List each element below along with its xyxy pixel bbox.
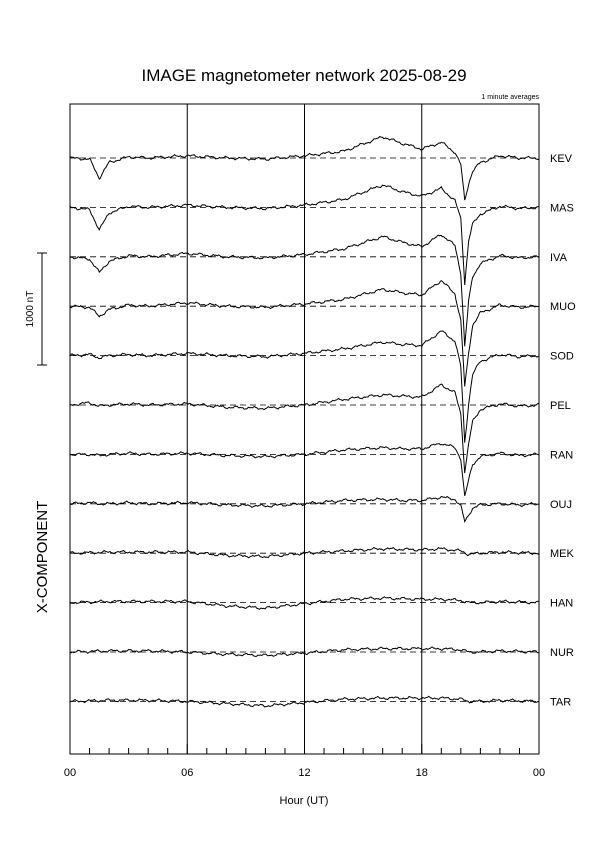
trace-ran [69, 443, 540, 496]
station-label-tar: TAR [550, 696, 571, 708]
component-label: X-COMPONENT [34, 501, 51, 614]
x-tick-label: 00 [533, 767, 545, 779]
station-label-ran: RAN [550, 449, 573, 461]
x-tick-label: 00 [64, 767, 76, 779]
scale-bar [37, 252, 47, 366]
vertical-grid [186, 104, 423, 754]
station-label-iva: IVA [550, 252, 568, 264]
station-labels: KEV MAS IVA MUO SOD PEL RAN OUJ MEK HAN NUR TAR [550, 153, 576, 708]
station-label-kev: KEV [550, 153, 573, 165]
trace-pel [69, 383, 540, 474]
scale-label: 1000 nT [25, 291, 36, 328]
trace-tar [69, 695, 540, 708]
station-label-pel: PEL [550, 400, 571, 412]
trace-mas [69, 184, 540, 286]
trace-sod [69, 330, 540, 443]
station-label-sod: SOD [550, 351, 574, 363]
station-label-mas: MAS [550, 202, 574, 214]
trace-kev [69, 135, 540, 201]
trace-nur [70, 646, 540, 658]
station-traces [69, 135, 540, 708]
x-tick-label: 18 [416, 767, 428, 779]
chart-title: IMAGE magnetometer network 2025-08-29 [141, 66, 466, 85]
station-label-han: HAN [550, 598, 573, 610]
station-label-muo: MUO [550, 301, 576, 313]
time-axis: 00 06 12 18 00 [64, 744, 545, 779]
chart-subtitle: 1 minute averages [481, 94, 539, 101]
x-axis-label: Hour (UT) [280, 795, 329, 807]
trace-ouj [69, 495, 540, 523]
trace-mek [69, 546, 540, 559]
station-label-nur: NUR [550, 647, 574, 659]
trace-muo [69, 279, 540, 387]
x-tick-label: 06 [181, 767, 193, 779]
trace-han [69, 596, 540, 610]
station-label-ouj: OUJ [550, 499, 572, 511]
trace-iva [69, 234, 540, 347]
x-tick-label: 12 [298, 767, 310, 779]
station-label-mek: MEK [550, 548, 575, 560]
